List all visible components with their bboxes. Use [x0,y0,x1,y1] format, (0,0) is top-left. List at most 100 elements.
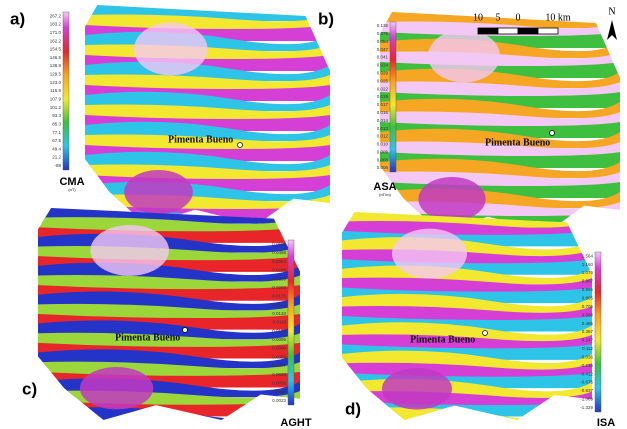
colorbar-tick-label: -0.675 [580,380,593,385]
colorbar-tick-label: 67.5 [52,138,61,143]
scale-segment [538,28,558,34]
body: a)Pimenta Bueno267.2183.2171.0162.2154.5… [0,0,627,429]
colorbar-tick-label: 138.9 [50,63,62,68]
colorbar-tick-label: 0.0090 [272,346,286,351]
colorbar-tick-label: 77.1 [52,130,61,135]
colorbar-tick-label: 171.0 [50,30,62,35]
colorbar-tick-label: 0.0077 [272,363,286,368]
colorbar-tick-label: 0.805 [582,296,594,301]
colorbar-tick-label: -0.412 [580,371,593,376]
colorbar-tick-label: -88 [54,163,61,168]
scale-label: 10 [473,12,483,23]
map-band [38,407,300,426]
scale-label: 0 [516,12,521,23]
anomaly [392,229,467,279]
colorbar-tick-label: 0.0058 [272,380,286,385]
colorbar-tick-label: 0.112 [582,346,593,351]
colorbar-tick-label: 0.0152 [272,302,286,307]
colorbar-tick-label: 0.0096 [272,337,286,342]
colorbar-tick-label: 49.4 [52,146,61,151]
colorbar-tick-label: 0.029 [377,71,389,76]
colorbar-tick-label: 0.136 [377,23,389,28]
colorbar-tick-label: 0.0239 [272,276,286,281]
colorbar-tick-label: 0.0107 [272,328,286,333]
place-label: Pimenta Bueno [168,134,233,145]
map [380,9,620,238]
colorbar-tick-label: 0.012 [377,134,389,139]
colorbar-tick-label: 146.5 [50,55,62,60]
colorbar-tick-label: 0.009 [377,149,389,154]
colorbar [390,22,396,172]
colorbar-title: AGHT [280,417,311,429]
colorbar-tick-label: 0.006 [377,165,389,170]
colorbar-tick-label: 0.895 [582,287,594,292]
colorbar-tick-label: 0.0043 [272,389,286,394]
map [85,2,330,231]
colorbar-tick-label: 0.075 [377,31,389,36]
colorbar-tick-label: 0.0118 [273,320,287,325]
colorbar-tick-label: 0.705 [582,304,594,309]
colorbar-tick-label: 267.2 [50,13,62,18]
anomaly [134,23,208,76]
map [38,205,300,426]
colorbar-tick-label: 0.054 [377,39,389,44]
colorbar-tick-label: 0.247 [582,338,594,343]
town-marker [550,131,555,136]
colorbar-tick-label: 21.2 [52,155,61,160]
panel-label: a) [10,9,25,28]
colorbar [595,252,601,412]
place-label: Pimenta Bueno [410,334,475,345]
town-marker [238,143,243,148]
colorbar-tick-label: 1.160 [582,262,594,267]
scale-segment [498,28,518,34]
colorbar-tick-label: 0.0661 [272,242,286,247]
colorbar-tick-label: 0.0068 [272,372,286,377]
anomaly [382,368,452,410]
panel-label: d) [345,399,361,418]
scale-label: 5 [496,12,501,23]
colorbar-tick-label: 0.014 [377,118,389,123]
colorbar-tick-label: 0.0084 [272,354,286,359]
colorbar-tick-label: 0.486 [582,321,594,326]
colorbar-tick-label: 154.5 [50,47,62,52]
colorbar-tick-label: 0.034 [377,63,389,68]
colorbar-tick-label: 0.0498 [272,250,286,255]
colorbar-tick-label: -0.036 [580,354,593,359]
colorbar-tick-label: 0.017 [377,102,389,107]
colorbar-tick-label: 0.0203 [272,285,286,290]
map-band [342,407,592,426]
colorbar-tick-label: 0.0286 [272,268,286,273]
colorbar-title: ISA [597,417,615,429]
colorbar-tick-label: 0.016 [377,110,389,115]
north-arrow [607,20,617,40]
colorbar-tick-label: 0.008 [377,157,389,162]
colorbar-tick-label: 1.564 [582,253,594,258]
colorbar-tick-label: 0.0175 [272,294,286,299]
place-label: Pimenta Bueno [115,332,180,343]
anomaly [90,225,169,276]
colorbar-tick-label: 0.0023 [272,398,286,403]
colorbar [63,12,69,170]
colorbar-tick-label: 0.0362 [272,259,286,264]
colorbar-tick-label: 101.2 [50,105,62,110]
colorbar [288,240,294,405]
colorbar-tick-label: 115.5 [50,88,61,93]
place-label: Pimenta Bueno [485,137,550,148]
panel-label: c) [22,379,37,398]
colorbar-tick-label: -1.069 [580,397,593,402]
colorbar-tick-label: -0.837 [580,388,593,393]
colorbar-tick-label: 93.3 [52,113,61,118]
colorbar-tick-label: 1.076 [582,270,594,275]
colorbar-tick-label: 129.5 [50,72,62,77]
colorbar-tick-label: 0.010 [377,142,389,147]
colorbar-tick-label: 0.022 [377,86,389,91]
colorbar-tick-label: -1.329 [580,405,593,410]
colorbar-tick-label: 162.2 [50,38,62,43]
town-marker [483,331,488,336]
scale-label: 10 km [545,12,571,23]
scale-segment [518,28,538,34]
colorbar-tick-label: 0.047 [377,47,389,52]
colorbar-tick-label: -0.216 [580,363,593,368]
colorbar-unit: (nT/m) [379,192,391,197]
page: {"scale_bar": {"labels": ["10", "5", "0"… [0,0,627,429]
